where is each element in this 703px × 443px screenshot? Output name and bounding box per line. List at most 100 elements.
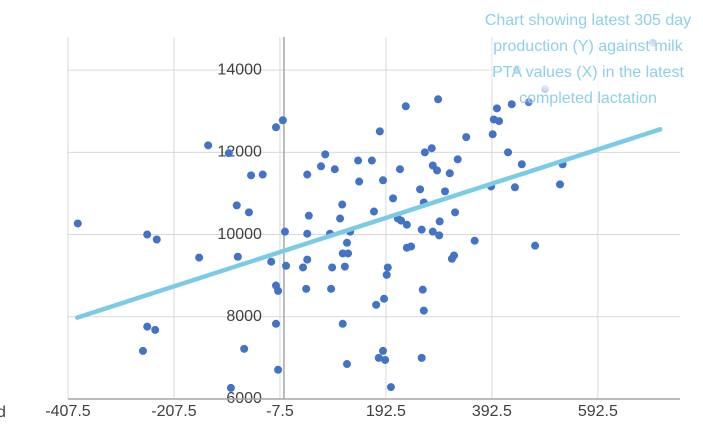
point — [386, 383, 395, 392]
point — [504, 148, 513, 157]
point — [274, 365, 283, 374]
point — [344, 249, 353, 258]
point — [379, 346, 388, 355]
point — [382, 270, 391, 279]
point — [258, 170, 267, 179]
point — [372, 300, 381, 309]
point — [143, 322, 152, 331]
trendline — [75, 127, 663, 320]
point — [280, 227, 289, 236]
y-tick-label: 14000 — [217, 61, 262, 78]
point — [407, 242, 416, 251]
point — [204, 141, 213, 150]
point — [302, 284, 311, 293]
point — [428, 227, 437, 236]
point — [143, 230, 152, 239]
point — [416, 185, 425, 194]
point — [375, 127, 384, 136]
point — [417, 353, 426, 362]
point — [247, 171, 256, 180]
point — [240, 344, 249, 353]
point — [427, 144, 436, 153]
side-text: d — [0, 404, 6, 421]
point — [435, 217, 444, 226]
point — [374, 353, 383, 362]
point — [531, 241, 540, 250]
point — [450, 251, 459, 260]
point — [417, 225, 426, 234]
point — [244, 208, 253, 217]
point — [303, 170, 312, 179]
point — [274, 286, 283, 295]
point — [420, 148, 429, 157]
point — [379, 176, 388, 185]
point — [303, 255, 312, 264]
x-tick-label: -407.5 — [45, 403, 90, 420]
point — [303, 229, 312, 238]
point — [152, 235, 161, 244]
y-tick-label: 10000 — [217, 226, 262, 243]
point — [271, 123, 280, 132]
point — [304, 211, 313, 220]
point — [321, 150, 330, 159]
point — [555, 180, 564, 189]
point — [401, 102, 410, 111]
point — [445, 169, 454, 178]
point — [317, 162, 326, 171]
point — [395, 165, 404, 174]
point — [510, 183, 519, 192]
point — [354, 156, 363, 165]
point — [338, 319, 347, 328]
point — [342, 360, 351, 369]
point — [138, 346, 147, 355]
x-tick-label: -207.5 — [151, 403, 196, 420]
point — [232, 201, 241, 210]
point — [433, 166, 442, 175]
point — [195, 253, 204, 262]
point — [453, 155, 462, 164]
marks — [73, 38, 663, 392]
point — [389, 194, 398, 203]
x-tick-label: -7.5 — [266, 403, 294, 420]
point — [278, 116, 287, 125]
point — [328, 263, 337, 272]
point — [298, 263, 307, 272]
point — [233, 252, 242, 261]
point — [397, 216, 406, 225]
point — [441, 187, 450, 196]
point — [367, 156, 376, 165]
point — [381, 355, 390, 364]
point — [451, 208, 460, 217]
point — [282, 261, 291, 270]
point — [73, 219, 82, 228]
annotation: Chart showing latest 305 day production … — [478, 8, 698, 112]
x-tick-label: 192.5 — [366, 403, 406, 420]
point — [355, 177, 364, 186]
point — [495, 117, 504, 126]
point — [151, 325, 160, 334]
point — [267, 257, 276, 266]
point — [370, 207, 378, 216]
point — [327, 284, 336, 293]
y-tick-label: 8000 — [226, 308, 262, 325]
point — [488, 130, 497, 139]
point — [380, 294, 389, 303]
point — [383, 263, 392, 272]
point — [338, 200, 347, 209]
point — [336, 214, 345, 223]
point — [224, 149, 233, 158]
point — [419, 306, 428, 315]
point — [330, 165, 339, 174]
point — [470, 236, 479, 245]
point — [340, 262, 349, 271]
point — [226, 383, 235, 392]
point — [418, 285, 427, 294]
point — [434, 95, 443, 104]
x-tick-label: 392.5 — [472, 403, 512, 420]
y-tick-label: 12000 — [217, 144, 262, 161]
x-tick-label: 592.5 — [578, 403, 618, 420]
point — [402, 220, 411, 229]
